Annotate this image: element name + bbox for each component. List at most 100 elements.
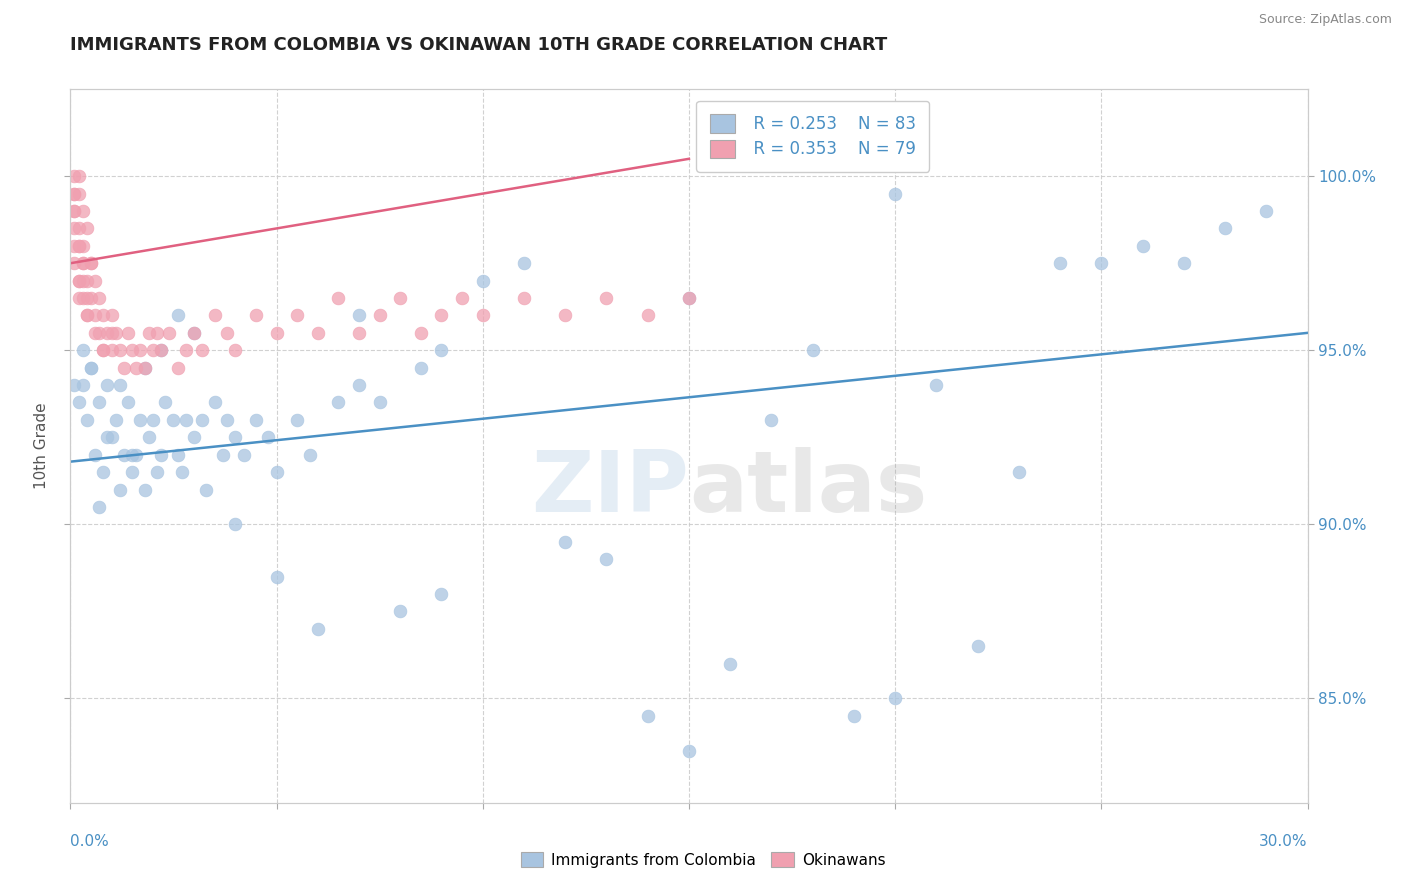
Point (166, 360, 188, 375)
Point (142, 413, 165, 427)
Point (67, 169, 90, 184)
Point (368, 309, 391, 323)
Point (89, 326, 111, 340)
Point (595, 291, 617, 305)
Point (389, 291, 412, 305)
Point (80, 256, 103, 270)
Point (678, 743, 700, 757)
Point (108, 378, 131, 392)
Point (285, 413, 308, 427)
Point (117, 326, 139, 340)
Text: 30.0%: 30.0% (1260, 834, 1308, 849)
Point (637, 708, 659, 723)
Point (191, 343, 214, 358)
Point (150, 343, 173, 358)
Point (89, 500, 111, 514)
Point (718, 657, 741, 671)
Point (89, 395, 111, 409)
Point (76, 309, 98, 323)
Point (328, 291, 350, 305)
Point (224, 517, 246, 532)
Point (84, 309, 107, 323)
Point (925, 378, 948, 392)
Point (76, 413, 98, 427)
Point (72, 343, 94, 358)
Point (138, 430, 160, 444)
Point (84, 448, 107, 462)
Point (266, 326, 288, 340)
Point (153, 395, 176, 409)
Point (328, 395, 350, 409)
Point (63, 204, 86, 219)
Point (67, 395, 90, 409)
Point (63, 378, 86, 392)
Point (72, 256, 94, 270)
Point (129, 343, 152, 358)
Point (121, 465, 143, 479)
Point (125, 448, 148, 462)
Point (63, 239, 86, 253)
Point (409, 326, 432, 340)
Point (129, 413, 152, 427)
Point (257, 430, 280, 444)
Point (125, 360, 148, 375)
Point (389, 604, 412, 618)
Point (63, 256, 86, 270)
Point (72, 378, 94, 392)
Point (72, 204, 94, 219)
Point (347, 378, 370, 392)
Point (1173, 256, 1195, 270)
Point (80, 360, 103, 375)
Point (108, 343, 131, 358)
Point (166, 309, 188, 323)
Point (112, 448, 135, 462)
Point (76, 221, 98, 235)
Point (554, 534, 576, 549)
Point (80, 256, 103, 270)
Point (1090, 256, 1112, 270)
Point (67, 239, 90, 253)
Point (224, 343, 246, 358)
Point (595, 552, 617, 566)
Point (266, 569, 288, 583)
Point (63, 204, 86, 219)
Point (84, 274, 107, 288)
Point (347, 309, 370, 323)
Point (100, 309, 122, 323)
Legend: Immigrants from Colombia, Okinawans: Immigrants from Colombia, Okinawans (513, 844, 893, 875)
Point (678, 291, 700, 305)
Point (117, 395, 139, 409)
Point (307, 326, 329, 340)
Point (266, 465, 288, 479)
Point (174, 413, 197, 427)
Point (215, 326, 238, 340)
Point (174, 343, 197, 358)
Text: IMMIGRANTS FROM COLOMBIA VS OKINAWAN 10TH GRADE CORRELATION CHART: IMMIGRANTS FROM COLOMBIA VS OKINAWAN 10T… (70, 36, 887, 54)
Point (134, 483, 156, 497)
Point (678, 291, 700, 305)
Point (1213, 221, 1236, 235)
Point (104, 413, 127, 427)
Point (471, 309, 494, 323)
Point (89, 291, 111, 305)
Point (138, 326, 160, 340)
Point (72, 291, 94, 305)
Point (67, 274, 90, 288)
Point (67, 239, 90, 253)
Point (100, 326, 122, 340)
Point (91, 343, 114, 358)
Point (170, 465, 193, 479)
Point (76, 309, 98, 323)
Point (430, 309, 453, 323)
Point (884, 186, 907, 201)
Point (204, 395, 226, 409)
Point (96, 378, 118, 392)
Point (72, 256, 94, 270)
Point (146, 326, 169, 340)
Point (134, 360, 156, 375)
Y-axis label: 10th Grade: 10th Grade (34, 402, 49, 490)
Point (121, 448, 143, 462)
Point (224, 430, 246, 444)
Point (1049, 256, 1071, 270)
Point (471, 274, 494, 288)
